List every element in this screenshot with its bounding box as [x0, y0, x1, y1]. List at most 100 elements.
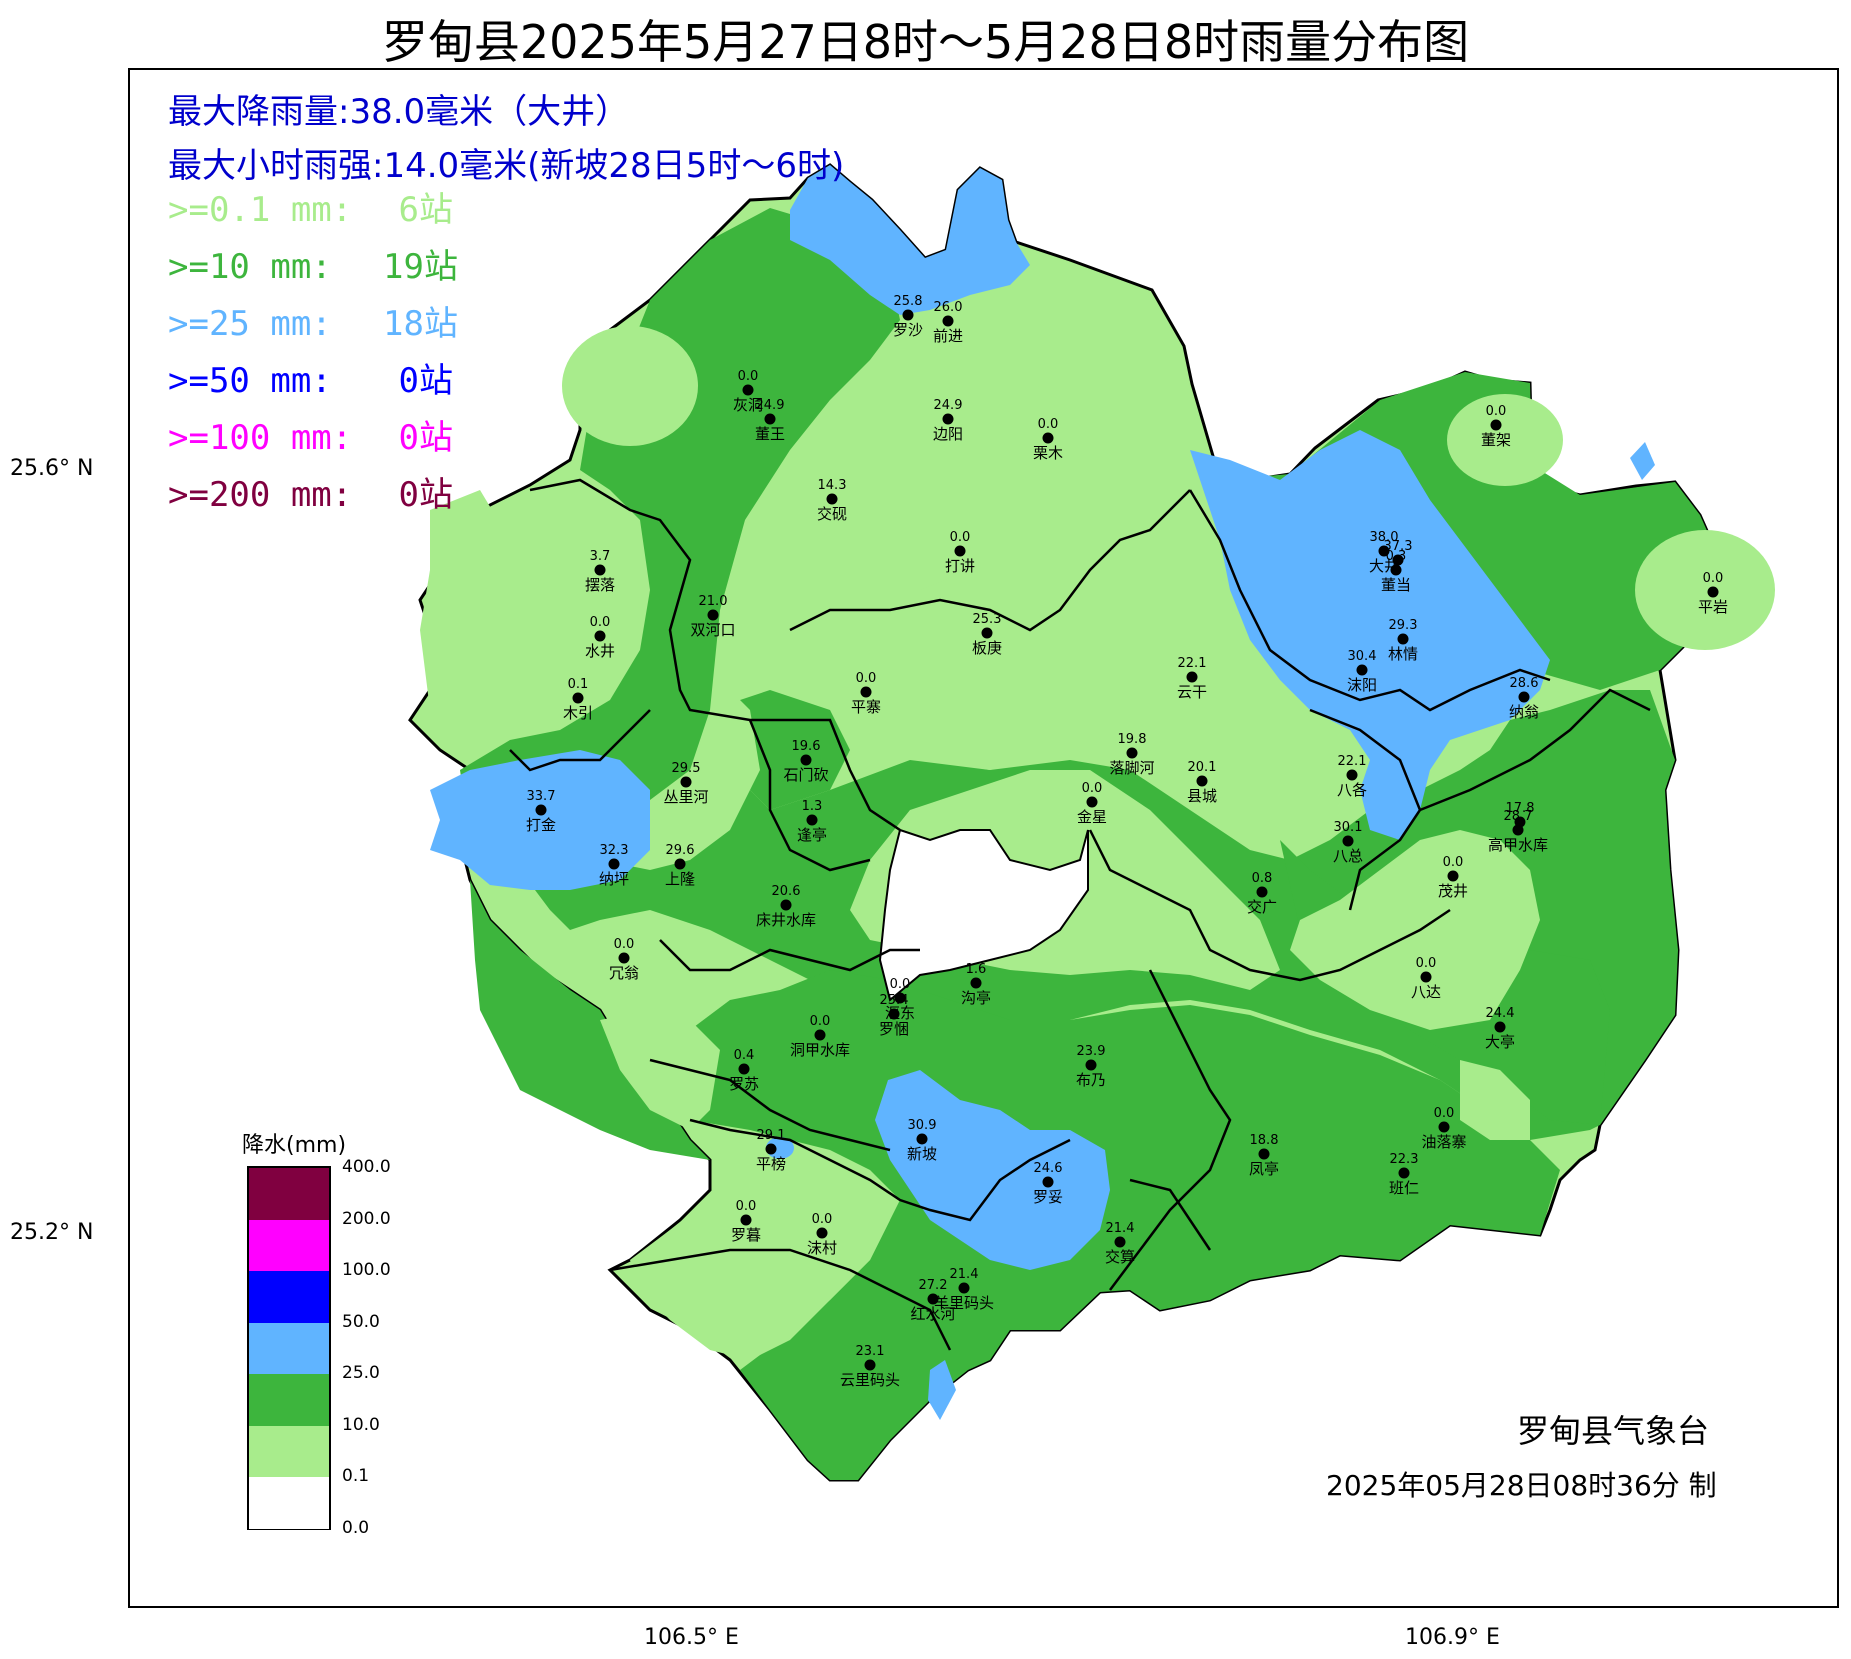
station-value: 28.7: [1504, 809, 1533, 824]
station-value: 28.6: [1510, 676, 1539, 691]
station-value: 37.3: [1384, 539, 1413, 554]
station-value: 29.5: [672, 761, 701, 776]
station-marker: 20.6 床井水库: [756, 884, 816, 929]
station-value: 1.6: [966, 962, 987, 977]
station-marker: 29.1 平榜: [756, 1128, 786, 1173]
station-value: 0.0: [590, 615, 611, 630]
station-value: 21.0: [699, 594, 728, 609]
station-value: 0.0: [1443, 855, 1464, 870]
station-value: 21.4: [1106, 1221, 1135, 1236]
legend-title: 降水(mm): [242, 1133, 347, 1158]
station-name: 八各: [1337, 781, 1367, 799]
rainfall-map: 25.8罗沙26.0前进0.0灰洞24.9董王24.9边阳0.0栗木14.3交砚…: [408, 163, 1775, 1482]
legend-tick: 400.0: [342, 1157, 391, 1177]
station-value: 0.4: [734, 1048, 755, 1063]
legend-swatch: [249, 1425, 329, 1478]
station-dot: [1346, 769, 1358, 781]
station-value: 0.0: [1434, 1106, 1455, 1121]
station-name: 罗暮: [731, 1226, 761, 1244]
station-name: 罗苏: [729, 1075, 759, 1093]
count-threshold: >=200 mm:: [168, 475, 353, 515]
station-name: 栗木: [1033, 444, 1063, 462]
station-value: 0.0: [1486, 404, 1507, 419]
station-dot: [894, 992, 906, 1004]
station-name: 交广: [1247, 898, 1277, 916]
station-name: 交算: [1105, 1248, 1135, 1266]
legend-tick: 25.0: [342, 1363, 380, 1383]
map-title: 罗甸县2025年5月27日8时～5月28日8时雨量分布图: [381, 15, 1470, 69]
legend-swatch: [249, 1374, 329, 1426]
station-marker: 37.3: [1384, 539, 1413, 566]
map-frame: 25.8 罗沙 26.0 前进 0.0 灰洞 24.9 董王 24.9 边阳 0.0 栗木 14.3 交砚…: [128, 68, 1839, 1608]
station-marker: 21.0 双河口: [690, 594, 735, 639]
station-value: 29.6: [666, 843, 695, 858]
station-value: 33.7: [527, 789, 556, 804]
station-value: 22.1: [1178, 656, 1207, 671]
station-marker: 25.8 罗沙: [893, 294, 923, 339]
count-threshold: >=10 mm:: [168, 247, 332, 287]
station-value: 19.6: [792, 739, 821, 754]
station-marker: 25.4 罗悃: [879, 993, 909, 1038]
station-marker: 21.4 交算: [1105, 1221, 1135, 1266]
station-name: 县城: [1187, 787, 1217, 805]
station-name: 平寨: [851, 698, 881, 716]
station-dot: [800, 754, 812, 766]
station-marker: 30.9 新坡: [907, 1118, 937, 1163]
station-dot: [1447, 870, 1459, 882]
station-name: 沫阳: [1347, 676, 1377, 694]
station-dot: [742, 384, 754, 396]
station-marker: 21.4 羊里码头: [934, 1267, 994, 1312]
station-marker: 22.3 班仁: [1389, 1152, 1419, 1197]
station-name: 床井水库: [756, 911, 816, 929]
station-name: 灰洞: [733, 396, 763, 414]
station-value: 25.4: [880, 993, 909, 1008]
station-value: 24.6: [1034, 1161, 1063, 1176]
station-marker: 0.0 金星: [1077, 781, 1107, 826]
station-name: 金星: [1077, 808, 1107, 826]
station-marker: 33.7 打金: [526, 789, 556, 834]
station-value: 0.1: [568, 677, 589, 692]
station-marker: 0.0 洞甲水库: [790, 1014, 850, 1059]
station-name: 逢亭: [797, 826, 827, 844]
station-marker: 0.1 木引: [563, 677, 593, 722]
station-value: 0.0: [812, 1212, 833, 1227]
station-name: 平岩: [1698, 598, 1728, 616]
station-marker: 0.0 油落寨: [1421, 1106, 1466, 1151]
station-marker: 0.0 董架: [1481, 404, 1511, 449]
station-name: 洞甲水库: [790, 1041, 850, 1059]
station-marker: 29.5 丛里河: [663, 761, 708, 806]
station-name: 板庚: [972, 639, 1002, 657]
station-name: 前进: [933, 327, 963, 345]
station-marker: 24.9 董王: [755, 398, 785, 443]
legend-tick: 100.0: [342, 1260, 391, 1280]
station-dot: [707, 609, 719, 621]
station-value: 30.1: [1334, 820, 1363, 835]
station-dot: [864, 1359, 876, 1371]
station-value: 17.8: [1506, 801, 1535, 816]
station-marker: 0.0 打讲: [945, 530, 975, 575]
count-row: >=200 mm: 0站: [168, 467, 453, 516]
station-name: 冗翁: [609, 964, 639, 982]
station-value: 30.9: [908, 1118, 937, 1133]
station-value: 0.0: [1416, 956, 1437, 971]
station-name: 交砚: [817, 505, 847, 523]
township-boundaries: [509, 478, 1651, 1351]
station-marker: 0.0 沫村: [807, 1212, 837, 1257]
station-marker: 0.0 八达: [1411, 956, 1441, 1001]
station-name: 木引: [563, 704, 593, 722]
max-hourly-text: 最大小时雨强:14.0毫米(新坡28日5时～6时): [168, 146, 845, 186]
count-row: >=0.1 mm: 6站: [168, 182, 453, 231]
station-name: 红水河: [910, 1305, 955, 1323]
station-marker: 20.1 县城: [1187, 760, 1217, 805]
station-dot: [1342, 835, 1354, 847]
station-dot: [860, 686, 872, 698]
station-dot: [680, 776, 692, 788]
lon-label-106-9: 106.9° E: [1405, 1625, 1500, 1650]
station-marker: 17.8: [1506, 801, 1535, 828]
station-dot: [594, 630, 606, 642]
station-marker: 14.3 交砚: [817, 478, 847, 523]
station-value: 0.0: [890, 977, 911, 992]
station-name: 石门砍: [783, 766, 828, 784]
station-dot: [970, 977, 982, 989]
station-dot: [814, 1029, 826, 1041]
